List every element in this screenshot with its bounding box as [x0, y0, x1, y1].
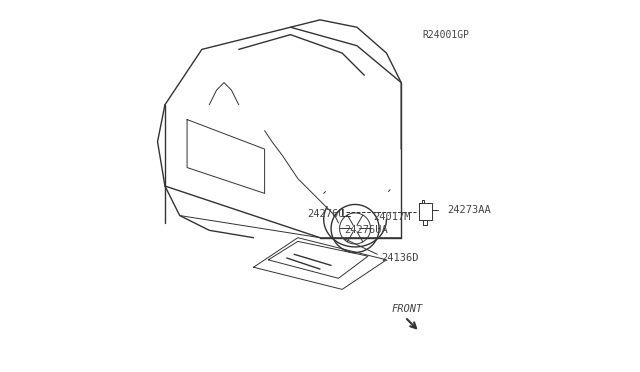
Text: 24276U: 24276U [307, 209, 344, 219]
Text: 24017M: 24017M [374, 212, 411, 222]
Text: FRONT: FRONT [392, 304, 423, 314]
Text: 24273AA: 24273AA [447, 205, 491, 215]
Text: 24276UA: 24276UA [344, 225, 388, 235]
Text: 24136D: 24136D [381, 253, 419, 263]
Text: R24001GP: R24001GP [422, 30, 470, 40]
